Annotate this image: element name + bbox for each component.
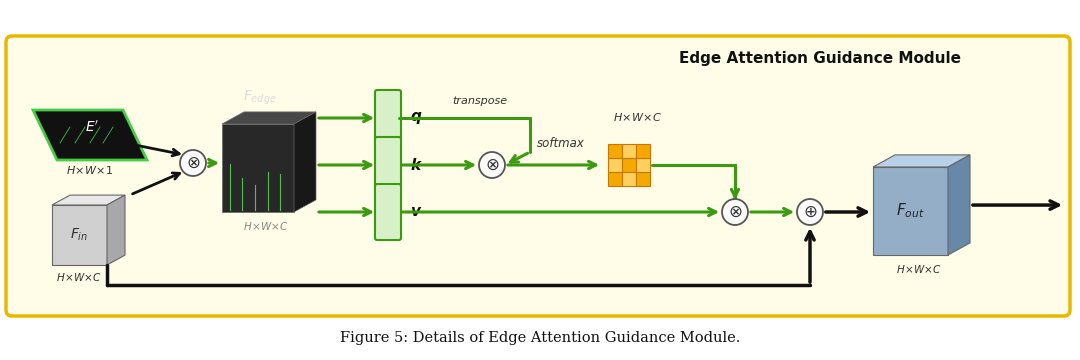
Bar (608, 172, 622, 186)
Text: $F_{edge}$: $F_{edge}$ (243, 89, 276, 107)
Bar (622, 158, 636, 172)
Text: $H\!\times\!W\!\times\!C$: $H\!\times\!W\!\times\!C$ (895, 263, 942, 275)
Bar (636, 144, 650, 158)
Bar (622, 144, 636, 158)
Polygon shape (222, 124, 294, 212)
Text: ⊗: ⊗ (485, 156, 499, 174)
Polygon shape (948, 155, 970, 255)
Text: $H\!\times\!W\!\times\!C$: $H\!\times\!W\!\times\!C$ (56, 271, 102, 283)
Polygon shape (294, 112, 316, 212)
Text: $H\!\times\!W\!\times\!C$: $H\!\times\!W\!\times\!C$ (613, 111, 663, 123)
Polygon shape (873, 155, 970, 167)
Polygon shape (873, 167, 948, 255)
Bar (608, 158, 622, 172)
Text: transpose: transpose (451, 96, 508, 106)
Text: $E'$: $E'$ (85, 120, 99, 135)
Bar (636, 158, 650, 172)
Circle shape (480, 152, 505, 178)
Text: $H\!\times\!W\!\times\!1$: $H\!\times\!W\!\times\!1$ (66, 164, 113, 176)
Polygon shape (52, 205, 107, 265)
Polygon shape (222, 112, 316, 124)
Bar (622, 172, 636, 186)
Circle shape (723, 199, 748, 225)
Text: $\boldsymbol{q}$: $\boldsymbol{q}$ (410, 110, 422, 126)
Text: Edge Attention Guidance Module: Edge Attention Guidance Module (679, 50, 961, 66)
FancyBboxPatch shape (375, 90, 401, 146)
Text: $F_{out}$: $F_{out}$ (896, 202, 924, 220)
Text: softmax: softmax (537, 137, 585, 150)
FancyBboxPatch shape (6, 36, 1070, 316)
Circle shape (180, 150, 206, 176)
Text: ⊕: ⊕ (804, 203, 816, 221)
Text: $\boldsymbol{k}$: $\boldsymbol{k}$ (410, 157, 423, 173)
Text: ⊗: ⊗ (728, 203, 742, 221)
Text: ⊗: ⊗ (186, 154, 200, 172)
FancyBboxPatch shape (375, 184, 401, 240)
Text: Figure 5: Details of Edge Attention Guidance Module.: Figure 5: Details of Edge Attention Guid… (340, 331, 740, 345)
Bar (636, 172, 650, 186)
Circle shape (797, 199, 823, 225)
Polygon shape (107, 195, 125, 265)
Bar (608, 144, 622, 158)
Polygon shape (52, 195, 125, 205)
Text: $\boldsymbol{v}$: $\boldsymbol{v}$ (410, 205, 422, 219)
Text: $F_{in}$: $F_{in}$ (70, 227, 89, 243)
FancyBboxPatch shape (375, 137, 401, 193)
Polygon shape (33, 110, 147, 160)
Text: $H\!\times\!W\!\times\!C$: $H\!\times\!W\!\times\!C$ (243, 220, 289, 232)
